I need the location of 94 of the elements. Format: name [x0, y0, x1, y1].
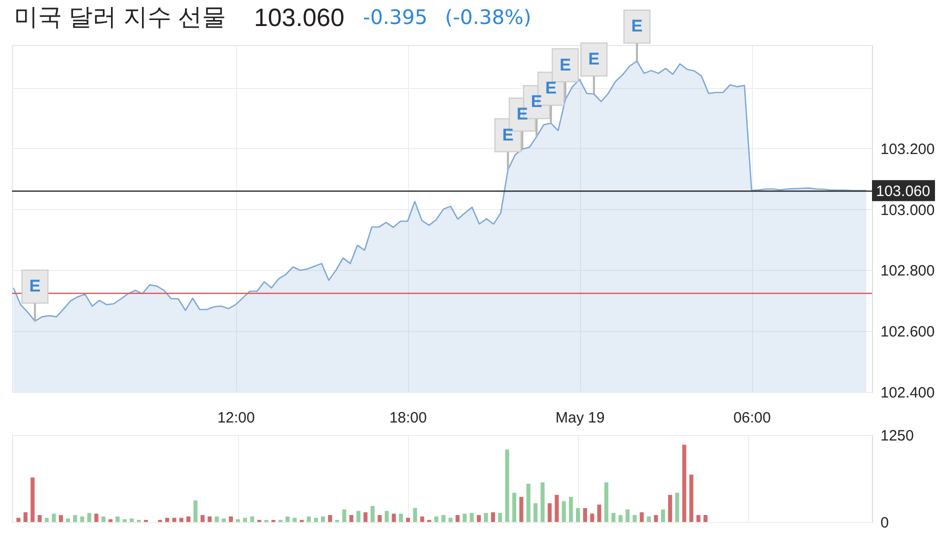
- bar: [356, 510, 360, 522]
- bar: [640, 512, 644, 522]
- bar: [689, 474, 694, 522]
- x-tick-label: May 19: [556, 410, 605, 426]
- bar: [236, 519, 240, 522]
- bar: [250, 516, 254, 522]
- bar: [378, 515, 382, 522]
- bar: [632, 515, 637, 522]
- bar: [456, 515, 460, 522]
- y-tick-label: 102.800: [880, 262, 935, 280]
- bar: [208, 516, 212, 522]
- y-tick-label: 103.200: [880, 140, 935, 158]
- bar: [534, 503, 538, 522]
- bar: [654, 515, 658, 522]
- annotation: E: [560, 55, 571, 74]
- x-tick-label: 18:00: [389, 410, 427, 426]
- bar: [306, 516, 311, 522]
- bar: [200, 515, 205, 522]
- annotation: E: [545, 78, 557, 98]
- bar: [370, 506, 375, 522]
- annotation: E: [502, 125, 514, 144]
- x-tick-label: 12:00: [217, 410, 255, 426]
- bar: [186, 516, 190, 522]
- bar: [704, 515, 708, 522]
- bar: [583, 508, 588, 522]
- text: (-0.38%): [445, 5, 532, 29]
- bar: [498, 512, 502, 522]
- bar: [548, 503, 552, 522]
- annotation: E: [516, 104, 528, 124]
- bar: [448, 518, 452, 522]
- annotation: E: [29, 276, 41, 296]
- bar: [590, 514, 594, 522]
- bar: [314, 518, 318, 522]
- bar: [526, 484, 530, 522]
- bar: [682, 444, 686, 522]
- bar: [568, 496, 573, 522]
- bar: [604, 482, 608, 522]
- bar: [214, 516, 219, 522]
- bar: [349, 515, 354, 522]
- bar: [364, 512, 368, 522]
- x-tick-label: 06:00: [733, 410, 771, 426]
- text: -0.395: [363, 5, 428, 29]
- y-tick-label: 1250: [880, 428, 914, 444]
- bar: [462, 514, 467, 522]
- bar: [342, 509, 346, 522]
- annotation: E: [631, 16, 643, 36]
- bar: [392, 514, 396, 522]
- bar: [562, 501, 566, 522]
- bar: [441, 515, 446, 522]
- bar: [243, 518, 248, 522]
- bar: [406, 518, 410, 522]
- bar: [434, 516, 438, 522]
- bar: [597, 504, 602, 522]
- bar: [626, 509, 630, 522]
- chart-title: 미국 달러 지수 선물: [14, 4, 226, 31]
- bar: [505, 450, 510, 522]
- bar: [398, 514, 403, 522]
- y-tick-label: 0: [880, 514, 889, 532]
- ref-line-label: 103.060: [876, 183, 930, 200]
- bar: [228, 516, 233, 522]
- bar: [194, 500, 198, 522]
- bar: [618, 515, 622, 522]
- bar: [165, 518, 170, 522]
- text: 103.060: [254, 4, 344, 32]
- bar: [286, 516, 290, 522]
- bar: [696, 515, 700, 522]
- bar: [611, 512, 616, 522]
- bar: [661, 509, 665, 522]
- bar: [222, 518, 226, 522]
- bar: [554, 494, 559, 522]
- bar: [179, 518, 184, 522]
- y-tick-label: 102.600: [880, 324, 935, 341]
- bar: [476, 515, 481, 522]
- bar: [384, 510, 389, 522]
- annotation: E: [530, 92, 542, 112]
- bar: [484, 512, 488, 522]
- y-tick-label: 103.000: [880, 202, 935, 219]
- bar: [321, 516, 325, 522]
- bar: [491, 512, 495, 522]
- bar: [470, 512, 474, 522]
- bar: [328, 515, 332, 522]
- bar: [646, 516, 651, 522]
- y-tick-label: 102.400: [880, 384, 935, 402]
- bar: [668, 494, 672, 522]
- bar: [540, 482, 545, 522]
- bar: [675, 492, 680, 522]
- bar: [413, 508, 418, 522]
- bar: [420, 516, 424, 522]
- bar: [172, 518, 176, 522]
- bar: [519, 496, 524, 522]
- bar: [576, 508, 580, 522]
- annotation: E: [588, 50, 600, 69]
- bar: [292, 518, 297, 522]
- bar: [512, 492, 516, 522]
